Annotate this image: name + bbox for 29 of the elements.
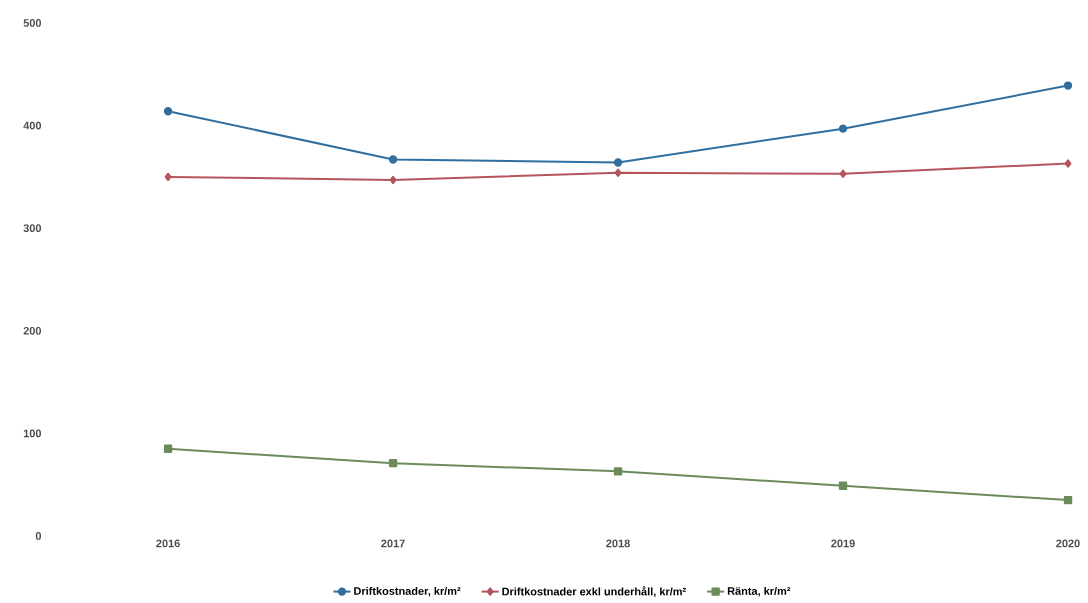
x-tick-label: 2017	[381, 539, 405, 548]
point	[838, 124, 848, 133]
y-tick-label: 200	[23, 326, 42, 335]
y-tick-label: 500	[23, 19, 42, 27]
point	[839, 169, 847, 178]
x-tick-label: 2019	[831, 539, 855, 548]
legend-label: Driftkostnader exkl underhåll, kr/m²	[502, 586, 686, 598]
point	[163, 107, 173, 116]
point	[1063, 495, 1073, 505]
point	[388, 458, 398, 468]
legend-label: Ränta, kr/m²	[727, 586, 791, 597]
y-tick-label: 100	[23, 429, 42, 438]
y-tick-label: 0	[35, 532, 42, 540]
point	[1063, 81, 1073, 90]
y-tick-label: 400	[23, 121, 42, 130]
y-tick-label: 300	[23, 224, 42, 233]
point	[614, 168, 622, 177]
x-tick-label: 2020	[1056, 539, 1080, 548]
point	[389, 175, 397, 185]
point	[164, 172, 172, 182]
point	[388, 155, 398, 164]
x-tick-label: 2018	[606, 539, 630, 548]
point	[613, 158, 623, 167]
point	[163, 444, 173, 453]
point	[838, 481, 848, 490]
point	[1064, 159, 1072, 168]
point	[613, 467, 623, 476]
legend-label: Driftkostnader, kr/m²	[354, 586, 461, 597]
x-tick-label: 2016	[156, 539, 180, 548]
